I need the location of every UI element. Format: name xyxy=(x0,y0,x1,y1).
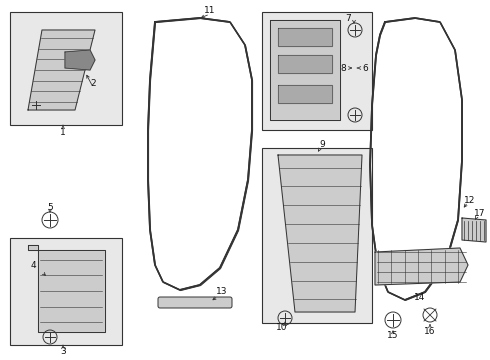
Text: 9: 9 xyxy=(319,140,325,149)
Text: 5: 5 xyxy=(47,202,53,212)
Text: 13: 13 xyxy=(216,288,228,297)
Polygon shape xyxy=(65,50,95,70)
Polygon shape xyxy=(462,218,486,242)
Bar xyxy=(262,148,372,323)
Text: 11: 11 xyxy=(204,5,216,14)
Polygon shape xyxy=(278,28,332,46)
Text: 7: 7 xyxy=(345,14,351,23)
Text: 4: 4 xyxy=(30,261,36,270)
Bar xyxy=(10,238,122,345)
Text: 1: 1 xyxy=(60,127,66,136)
Polygon shape xyxy=(278,85,332,103)
Text: 17: 17 xyxy=(474,208,486,217)
Text: 8: 8 xyxy=(340,63,346,72)
Bar xyxy=(10,12,122,125)
Text: 10: 10 xyxy=(276,324,288,333)
Text: 12: 12 xyxy=(465,195,476,204)
Polygon shape xyxy=(375,248,468,285)
Text: 3: 3 xyxy=(60,347,66,356)
Text: 15: 15 xyxy=(387,332,399,341)
Text: 2: 2 xyxy=(90,78,96,87)
Bar xyxy=(262,12,372,130)
Polygon shape xyxy=(28,30,95,110)
Polygon shape xyxy=(270,20,340,120)
Polygon shape xyxy=(28,245,105,332)
Text: 14: 14 xyxy=(415,293,426,302)
Polygon shape xyxy=(278,155,362,312)
Polygon shape xyxy=(278,55,332,73)
FancyBboxPatch shape xyxy=(158,297,232,308)
Text: 16: 16 xyxy=(424,328,436,337)
Text: 6: 6 xyxy=(362,63,368,72)
